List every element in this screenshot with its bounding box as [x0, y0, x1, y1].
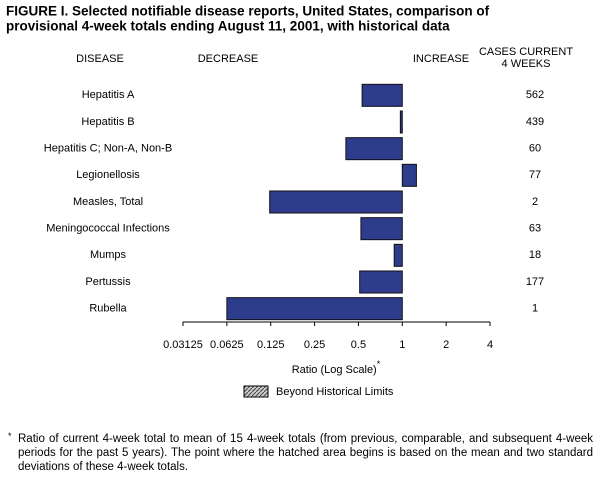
cases-label: 60: [529, 143, 541, 155]
x-tick-label: 2: [443, 339, 449, 351]
x-tick-label: 0.5: [351, 339, 366, 351]
category-label: Meningococcal Infections: [46, 223, 170, 235]
cases-label: 562: [526, 89, 544, 101]
x-tick-label: 0.25: [304, 339, 325, 351]
cases-label: 177: [526, 276, 544, 288]
cases-label: 77: [529, 169, 541, 181]
title-line: FIGURE I. Selected notifiable disease re…: [6, 4, 490, 19]
bar: [269, 190, 403, 214]
x-tick-label: 1: [399, 339, 405, 351]
bar: [401, 163, 417, 187]
x-tick-label: 0.03125: [163, 339, 203, 351]
cases-label: 18: [529, 249, 541, 261]
category-label: Legionellosis: [76, 169, 140, 181]
category-label: Rubella: [89, 303, 127, 315]
legend-label: Beyond Historical Limits: [276, 386, 394, 398]
x-tick-label: 4: [487, 339, 493, 351]
x-tick-label: 0.125: [257, 339, 285, 351]
bar: [393, 243, 403, 267]
category-label: Hepatitis C; Non-A, Non-B: [44, 143, 172, 155]
column-header: CASES CURRENT: [479, 46, 573, 58]
category-label: Pertussis: [85, 276, 131, 288]
cases-label: 1: [532, 303, 538, 315]
column-header: INCREASE: [413, 53, 469, 65]
footnote-marker: *: [377, 359, 381, 369]
column-header: 4 WEEKS: [502, 58, 551, 70]
category-label: Hepatitis B: [81, 116, 134, 128]
x-tick-label: 0.0625: [210, 339, 244, 351]
category-label: Measles, Total: [73, 196, 143, 208]
footnote-marker: *: [8, 431, 12, 441]
bar: [361, 83, 403, 107]
bar: [226, 297, 403, 321]
footnote: * Ratio of current 4-week total to mean …: [8, 431, 593, 474]
footnote-text: Ratio of current 4-week total to mean of…: [18, 433, 593, 473]
chart: FIGURE I. Selected notifiable disease re…: [6, 4, 573, 398]
title-line: provisional 4-week totals ending August …: [6, 19, 450, 34]
cases-label: 63: [529, 223, 541, 235]
legend-swatch: [243, 385, 269, 398]
cases-label: 2: [532, 196, 538, 208]
bar: [359, 270, 403, 294]
cases-label: 439: [526, 116, 544, 128]
bar: [360, 217, 403, 241]
x-axis-label-text: Ratio (Log Scale): [292, 364, 377, 376]
column-header: DECREASE: [198, 53, 259, 65]
category-label: Hepatitis A: [82, 89, 135, 101]
category-label: Mumps: [90, 249, 127, 261]
x-axis-label: Ratio (Log Scale)*: [292, 359, 381, 376]
column-header: DISEASE: [76, 53, 124, 65]
bar: [345, 137, 403, 161]
bar: [399, 110, 403, 134]
